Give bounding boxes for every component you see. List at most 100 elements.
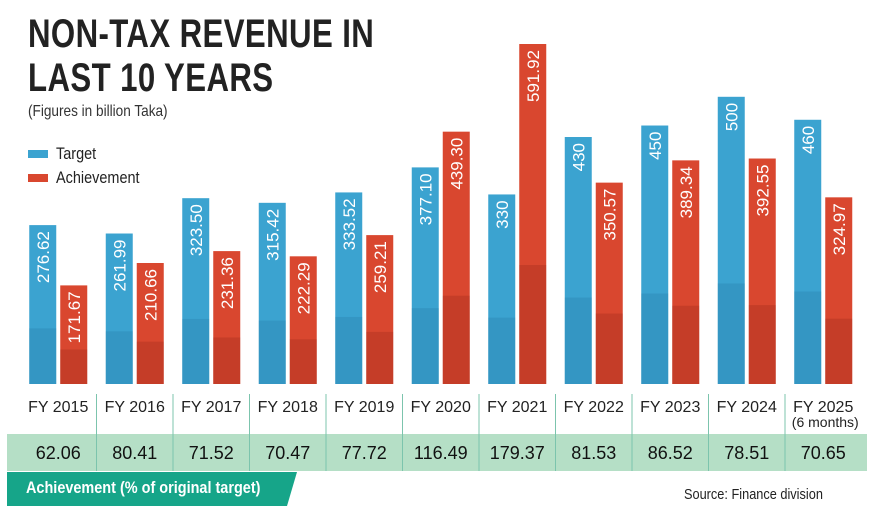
category-label: FY 2017 bbox=[181, 399, 241, 416]
pct-band bbox=[7, 434, 867, 471]
achievement-value-label: 439.30 bbox=[447, 138, 466, 190]
target-bar-texture bbox=[335, 316, 363, 384]
category-sublabel: (6 months) bbox=[792, 414, 859, 430]
pct-value: 77.72 bbox=[342, 443, 387, 463]
target-bar-texture bbox=[105, 331, 133, 384]
target-value-label: 500 bbox=[722, 103, 741, 131]
category-label: FY 2016 bbox=[105, 399, 165, 416]
pct-value: 62.06 bbox=[36, 443, 81, 463]
achievement-bar bbox=[442, 131, 470, 384]
target-value-label: 430 bbox=[569, 143, 588, 171]
pct-caption: Achievement (% of original target) bbox=[26, 478, 261, 497]
legend-label-target: Target bbox=[56, 144, 97, 163]
achievement-bar bbox=[519, 44, 547, 384]
pct-value: 70.65 bbox=[801, 443, 846, 463]
target-bar-texture bbox=[717, 283, 745, 384]
target-bar bbox=[105, 233, 133, 384]
achievement-value-label: 350.57 bbox=[600, 189, 619, 241]
target-value-label: 333.52 bbox=[340, 198, 359, 250]
achievement-value-label: 392.55 bbox=[753, 165, 772, 217]
target-value-label: 276.62 bbox=[34, 231, 53, 283]
target-bar bbox=[564, 137, 592, 384]
achievement-bar-texture bbox=[748, 305, 776, 384]
achievement-value-label: 389.34 bbox=[677, 166, 696, 218]
category-label: FY 2015 bbox=[28, 399, 88, 416]
target-bar bbox=[258, 202, 286, 384]
category-label: FY 2018 bbox=[258, 399, 318, 416]
legend-swatch-achievement bbox=[28, 174, 48, 182]
source-note: Source: Finance division bbox=[684, 486, 823, 503]
pct-value: 179.37 bbox=[490, 443, 545, 463]
pct-value: 78.51 bbox=[724, 443, 769, 463]
pct-value: 71.52 bbox=[189, 443, 234, 463]
legend-swatch-target bbox=[28, 150, 48, 158]
achievement-bar-texture bbox=[213, 337, 241, 384]
legend-label-achievement: Achievement bbox=[56, 168, 140, 187]
pct-caption-banner bbox=[7, 472, 297, 506]
achievement-value-label: 591.92 bbox=[524, 50, 543, 102]
pct-value: 116.49 bbox=[414, 443, 468, 463]
achievement-bar-texture bbox=[136, 341, 164, 384]
title-line-1: NON-TAX REVENUE IN bbox=[28, 12, 375, 56]
chart-title: NON-TAX REVENUE IN LAST 10 YEARS bbox=[28, 12, 374, 100]
legend: Target Achievement bbox=[28, 142, 154, 190]
achievement-bar-texture bbox=[595, 313, 623, 384]
achievement-value-label: 259.21 bbox=[371, 241, 390, 293]
category-label: FY 2020 bbox=[411, 399, 471, 416]
achievement-bar-texture bbox=[60, 349, 88, 384]
pct-value: 80.41 bbox=[112, 443, 157, 463]
pct-value: 86.52 bbox=[648, 443, 693, 463]
category-label: FY 2021 bbox=[487, 399, 547, 416]
achievement-bar bbox=[366, 235, 394, 384]
achievement-value-label: 210.66 bbox=[141, 269, 160, 321]
target-value-label: 261.99 bbox=[110, 240, 129, 292]
target-bar-texture bbox=[258, 320, 286, 384]
achievement-bar bbox=[60, 285, 88, 384]
title-line-2: LAST 10 YEARS bbox=[28, 56, 274, 100]
target-bar bbox=[794, 119, 822, 384]
category-label: FY 2023 bbox=[640, 399, 700, 416]
target-value-label: 377.10 bbox=[416, 173, 435, 225]
achievement-bar bbox=[672, 160, 700, 384]
category-label: FY 2022 bbox=[564, 399, 624, 416]
legend-item-target: Target bbox=[28, 142, 154, 166]
pct-value: 70.47 bbox=[265, 443, 310, 463]
target-bar-texture bbox=[182, 318, 210, 384]
achievement-value-label: 222.29 bbox=[294, 262, 313, 314]
achievement-bar bbox=[825, 197, 853, 384]
achievement-bar-texture bbox=[672, 305, 700, 384]
target-bar-texture bbox=[564, 297, 592, 384]
achievement-bar bbox=[136, 262, 164, 384]
achievement-bar-texture bbox=[289, 339, 317, 384]
target-value-label: 460 bbox=[799, 126, 818, 154]
category-label: FY 2019 bbox=[334, 399, 394, 416]
target-bar-texture bbox=[488, 317, 516, 384]
chart-subtitle: (Figures in billion Taka) bbox=[28, 103, 168, 120]
target-value-label: 450 bbox=[646, 132, 665, 160]
category-label: FY 2025 bbox=[793, 399, 853, 416]
achievement-bar-texture bbox=[825, 318, 853, 384]
target-bar bbox=[335, 192, 363, 384]
target-value-label: 323.50 bbox=[187, 204, 206, 256]
target-value-label: 330 bbox=[493, 200, 512, 228]
target-bar bbox=[182, 198, 210, 384]
category-label: FY 2024 bbox=[717, 399, 777, 416]
achievement-bar bbox=[748, 158, 776, 384]
legend-item-achievement: Achievement bbox=[28, 166, 154, 190]
target-bar-texture bbox=[641, 293, 669, 384]
target-bar-texture bbox=[29, 328, 57, 384]
achievement-value-label: 171.67 bbox=[65, 291, 84, 343]
pct-caption-banner-shape bbox=[7, 472, 297, 506]
target-bar bbox=[488, 194, 516, 384]
target-bar-texture bbox=[794, 291, 822, 384]
target-bar bbox=[641, 125, 669, 384]
achievement-bar bbox=[213, 251, 241, 384]
pct-value: 81.53 bbox=[571, 443, 616, 463]
target-bar bbox=[411, 167, 439, 384]
target-bar bbox=[717, 96, 745, 385]
achievement-bar-texture bbox=[442, 295, 470, 384]
target-bar bbox=[29, 225, 57, 384]
achievement-value-label: 324.97 bbox=[830, 203, 849, 255]
achievement-bar bbox=[289, 256, 317, 384]
